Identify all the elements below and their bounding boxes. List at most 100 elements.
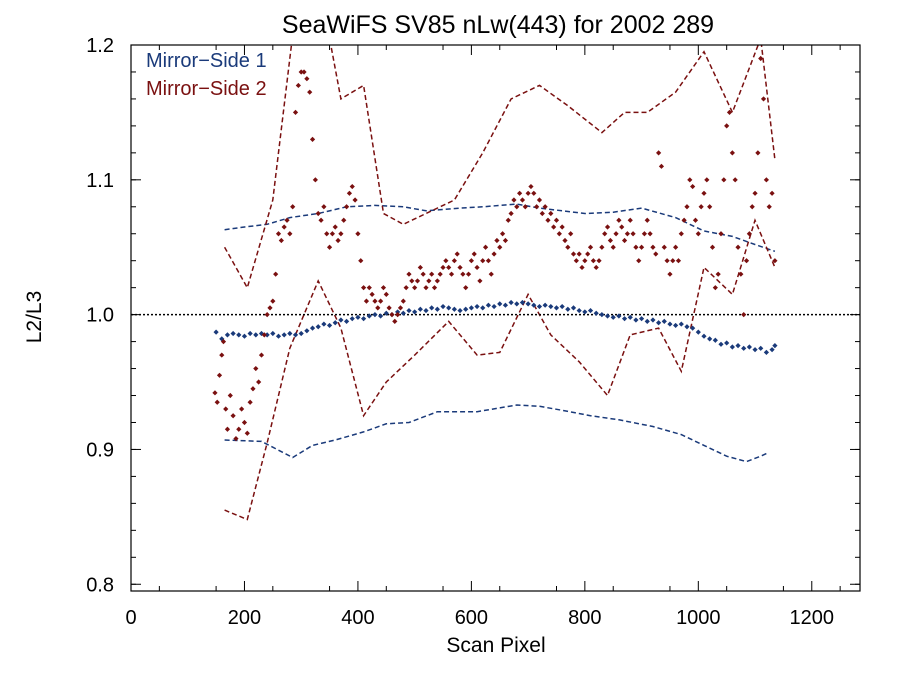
data-point [468,258,474,264]
data-point [602,231,608,237]
data-point [650,317,656,323]
data-point [491,251,497,257]
data-point [412,309,418,315]
data-point [616,313,622,319]
data-point [766,204,772,210]
data-point [599,312,605,318]
data-point [224,332,231,338]
data-point [729,344,735,350]
data-point [219,352,225,358]
data-point [375,305,381,311]
data-point [644,217,650,223]
data-point [290,204,296,210]
data-point [261,332,267,338]
data-point [707,204,713,210]
data-point [326,322,333,329]
data-point [525,301,531,307]
data-point [709,244,716,250]
data-point [701,190,707,196]
data-point [256,379,262,385]
data-point [332,224,338,230]
data-point [403,285,409,291]
data-point [480,258,486,264]
data-point [735,244,741,250]
data-point [372,312,378,318]
data-point [440,303,446,310]
data-point [619,224,625,230]
data-point [673,244,679,250]
data-point [273,271,279,277]
data-point [582,309,588,315]
data-point [338,317,344,323]
data-point [247,399,253,405]
data-point [559,303,565,310]
data-point [270,298,276,304]
data-point [275,231,282,237]
data-point [417,264,423,271]
data-point [429,271,435,277]
data-point [698,204,704,210]
data-point [352,197,358,203]
data-point [451,258,457,264]
data-point [613,231,619,237]
data-point [755,150,761,156]
data-point [587,244,594,250]
data-point [301,69,307,75]
data-point [590,258,596,264]
data-point [746,344,752,350]
data-point [247,330,253,337]
data-point [752,190,758,196]
data-point [582,258,588,264]
data-point [667,321,673,327]
data-point [446,305,452,311]
data-point [568,231,574,237]
data-point [267,305,273,311]
data-point [380,285,387,291]
data-point [366,285,372,291]
data-point [704,177,710,183]
data-point [610,244,616,250]
data-point [440,264,446,271]
data-point [223,406,229,412]
data-point [673,322,679,329]
data-point [233,436,239,442]
data-point [349,183,355,190]
data-point [528,183,534,190]
data-point [392,318,398,324]
data-point [621,237,628,244]
data-point [309,136,316,142]
data-point [463,285,469,291]
data-point [670,258,676,264]
data-point [729,150,735,156]
data-point [525,190,531,196]
data-point [610,314,616,320]
data-point [738,271,744,277]
data-point [383,310,389,316]
data-point [457,264,463,271]
data-point [551,224,557,230]
data-point [746,231,752,237]
data-point [236,426,242,432]
data-point [576,307,582,314]
data-point [604,224,611,230]
legend-entry-mirror-side-1: Mirror−Side 1 [146,50,267,72]
data-point [534,204,540,210]
data-point [607,237,613,244]
envelope-lines [223,45,776,521]
data-point [253,365,259,372]
data-point [264,332,270,338]
data-point [531,190,537,196]
data-point [570,305,577,311]
data-point [451,306,457,312]
data-point [545,217,551,223]
data-point [216,372,223,378]
data-point [304,76,310,82]
data-point [505,217,511,223]
data-point [641,231,648,237]
data-point [763,349,769,355]
data-point [519,299,526,306]
data-point [695,329,701,335]
data-point [315,210,321,217]
data-point [241,419,248,426]
data-point [752,347,758,353]
